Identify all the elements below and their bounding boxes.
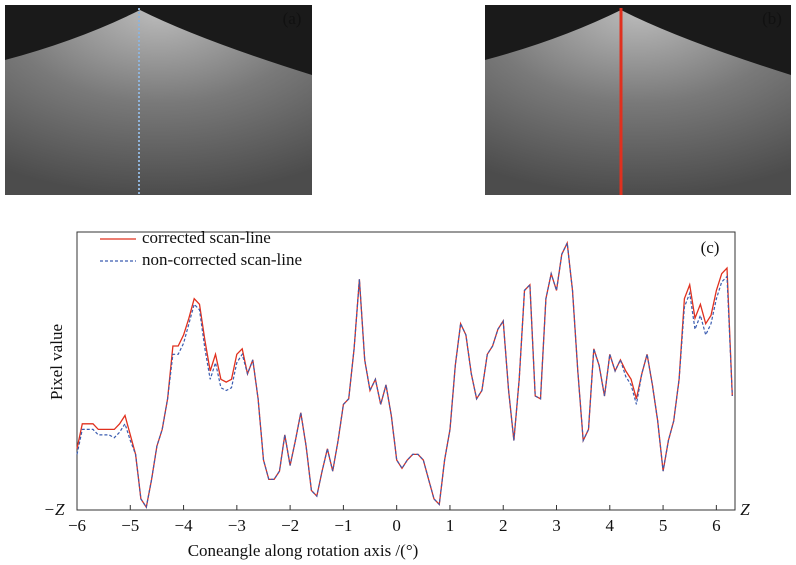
panel-label: (a) bbox=[283, 9, 302, 28]
panel-a: (a) bbox=[5, 5, 312, 195]
series-line bbox=[76, 240, 733, 509]
x-tick-label: 6 bbox=[712, 516, 721, 535]
x-axis-label: Coneangle along rotation axis /(°) bbox=[188, 541, 419, 560]
plot-frame bbox=[76, 231, 736, 511]
x-tick-label: 3 bbox=[552, 516, 561, 535]
x-tick-label: −1 bbox=[334, 516, 352, 535]
y-min-label: −Z bbox=[44, 500, 65, 519]
panel-label: (b) bbox=[762, 9, 782, 28]
legend-label: non-corrected scan-line bbox=[142, 250, 302, 269]
x-tick-label: −5 bbox=[121, 516, 139, 535]
x-tick-label: 2 bbox=[499, 516, 508, 535]
legend-label: corrected scan-line bbox=[142, 228, 271, 247]
x-tick-label: 1 bbox=[446, 516, 455, 535]
x-tick-label: −3 bbox=[228, 516, 246, 535]
x-tick-label: 4 bbox=[606, 516, 615, 535]
x-tick-label: −6 bbox=[68, 516, 86, 535]
x-tick-label: −4 bbox=[175, 516, 194, 535]
series-line bbox=[76, 240, 733, 509]
panel-b: (b) bbox=[485, 5, 791, 195]
y-axis-label: Pixel value bbox=[47, 324, 66, 400]
x-end-label: Z bbox=[740, 500, 750, 519]
annotation: (c) bbox=[701, 238, 720, 257]
x-tick-label: 5 bbox=[659, 516, 668, 535]
x-tick-label: −2 bbox=[281, 516, 299, 535]
x-tick-label: 0 bbox=[392, 516, 401, 535]
